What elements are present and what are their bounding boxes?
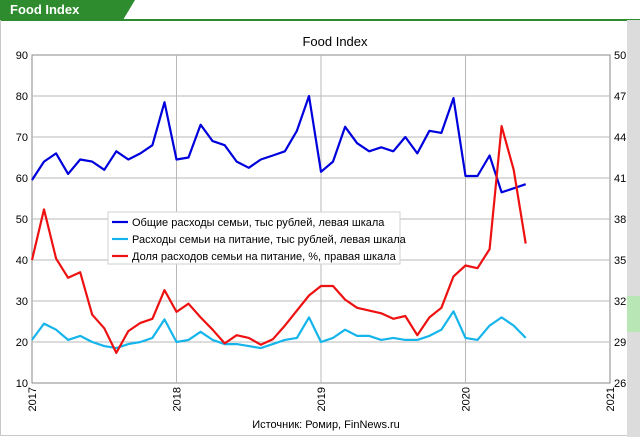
y-right-tick-label: 29: [614, 337, 626, 349]
chart-title: Food Index: [302, 34, 368, 49]
y-right-tick-label: 44: [614, 132, 626, 144]
header-band: [0, 0, 123, 20]
y-left-tick-label: 20: [16, 337, 28, 349]
y-left-tick-label: 50: [16, 214, 28, 226]
x-tick-label: 2021: [605, 387, 617, 411]
y-right-tick-label: 38: [614, 214, 626, 226]
axes: 10 20 30 40 50 60 70 80 90 26 29 32 35 38 41 44 47 50 2017…: [16, 50, 626, 411]
x-tick-label: 2020: [461, 387, 473, 411]
y-right-tick-label: 50: [614, 50, 626, 62]
source-note: Источник: Ромир, FinNews.ru: [252, 419, 400, 431]
series-lines: [30, 94, 527, 354]
y-right-tick-label: 32: [614, 296, 626, 308]
series-line-1: [31, 94, 527, 194]
legend-box: [107, 211, 401, 265]
y-left-tick-label: 40: [16, 255, 28, 267]
food-index-chart: Food Index 10 20 30 40 50 60 70 80 90 26 29 32 35 38 4…: [16, 34, 626, 431]
y-right-tick-label: 41: [614, 173, 626, 185]
legend-label-3: Доля расходов семьи на питание, %, права…: [132, 251, 397, 263]
legend: Общие расходы семьи, тыс рублей, левая ш…: [107, 211, 407, 265]
header-underline: [0, 19, 640, 21]
side-strip: [627, 20, 640, 437]
y-right-tick-label: 35: [614, 255, 626, 267]
legend-label-1: Общие расходы семьи, тыс рублей, левая ш…: [132, 217, 385, 229]
side-strip-marker: [627, 296, 640, 332]
page-header: Food Index: [0, 0, 640, 21]
y-left-tick-label: 70: [16, 132, 28, 144]
header-title: Food Index: [10, 2, 80, 17]
x-tick-label: 2019: [316, 387, 328, 411]
y-left-tick-label: 10: [16, 378, 28, 390]
x-tick-label: 2017: [27, 387, 39, 411]
legend-label-2: Расходы семьи на питание, тыс рублей, ле…: [132, 234, 407, 246]
y-left-tick-label: 80: [16, 91, 28, 103]
y-right-tick-label: 47: [614, 91, 626, 103]
y-left-tick-label: 60: [16, 173, 28, 185]
series-line-3: [30, 124, 527, 354]
chart-frame: [0, 20, 627, 436]
x-tick-label: 2018: [172, 387, 184, 411]
y-right-tick-label: 26: [614, 378, 626, 390]
header-band-tip: [123, 0, 135, 20]
y-left-tick-label: 30: [16, 296, 28, 308]
y-left-tick-label: 90: [16, 50, 28, 62]
